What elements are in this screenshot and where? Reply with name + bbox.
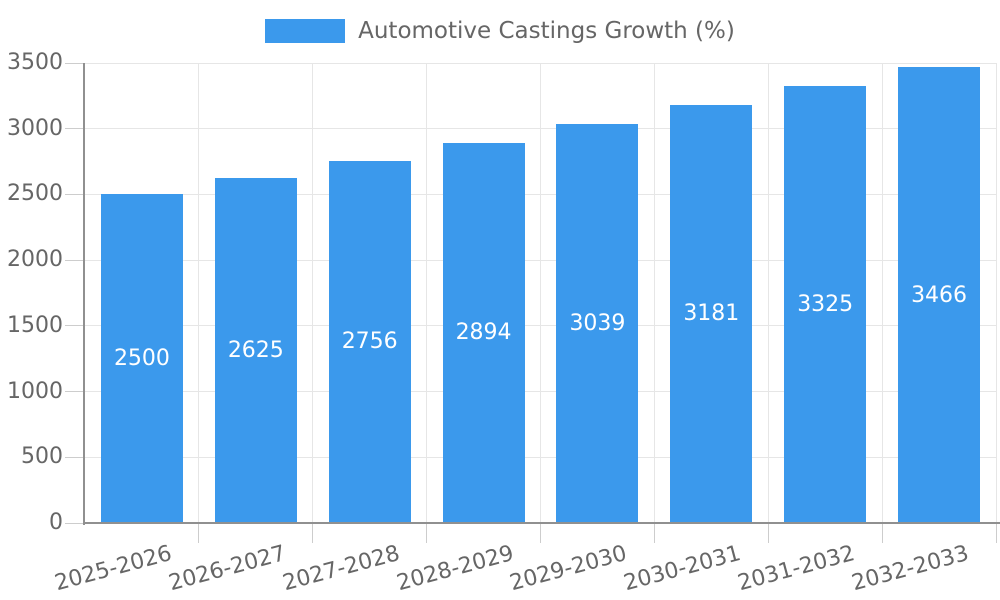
y-tick-label: 3500 — [7, 50, 63, 75]
bar[interactable]: 3039 — [556, 123, 639, 523]
bar-value-label: 3325 — [797, 292, 854, 317]
y-tick-mark — [65, 62, 85, 64]
x-tick-mark — [767, 523, 769, 543]
y-tick-label: 1000 — [7, 378, 63, 404]
bar[interactable]: 3325 — [784, 86, 867, 523]
y-tick-mark — [65, 325, 85, 327]
y-tick-mark — [65, 456, 85, 458]
legend[interactable]: Automotive Castings Growth (%) — [0, 17, 1000, 45]
y-tick-mark — [65, 193, 85, 195]
x-gridline — [312, 63, 314, 523]
bar-value-label: 2756 — [341, 329, 398, 355]
x-tick-mark — [426, 523, 428, 543]
bar-value-label: 3181 — [683, 301, 740, 327]
plot-area: 0 500 1000 1500 2000 2500 3000 3500 2025-2026 250… — [7, 50, 1000, 596]
x-gridline — [995, 63, 997, 523]
y-tick-label: 2500 — [7, 181, 63, 207]
bar[interactable]: 3181 — [670, 104, 753, 523]
legend-swatch — [265, 19, 346, 43]
x-tick-mark — [198, 523, 200, 543]
y-tick-mark — [65, 391, 85, 393]
y-tick-mark — [65, 522, 85, 524]
y-tick-mark — [65, 128, 85, 130]
y-tick-label: 0 — [49, 510, 63, 535]
bar[interactable]: 3466 — [898, 67, 981, 523]
bar-value-label: 2500 — [113, 346, 170, 372]
x-gridline — [653, 63, 655, 523]
y-tick-label: 1500 — [7, 312, 63, 338]
x-gridline — [426, 63, 428, 523]
bar[interactable]: 2894 — [442, 142, 525, 523]
x-axis-line — [83, 522, 1000, 524]
y-axis-line — [83, 63, 85, 525]
legend-label: Automotive Castings Growth (%) — [358, 18, 735, 44]
x-gridline — [767, 63, 769, 523]
bar[interactable]: 2625 — [214, 178, 297, 523]
x-tick-mark — [312, 523, 314, 543]
bar[interactable]: 2756 — [328, 160, 411, 523]
y-tick-label: 3000 — [7, 115, 63, 141]
bar-value-label: 2625 — [227, 338, 284, 363]
y-tick-label: 2000 — [7, 247, 63, 273]
x-gridline — [540, 63, 541, 523]
x-tick-mark — [653, 523, 655, 543]
bar[interactable]: 2500 — [100, 194, 183, 523]
x-gridline — [881, 63, 883, 523]
x-tick-mark — [540, 523, 541, 543]
bar-value-label: 3039 — [569, 310, 626, 336]
x-tick-mark — [995, 523, 997, 543]
y-tick-mark — [65, 259, 85, 261]
x-gridline — [198, 63, 200, 523]
bar-value-label: 2894 — [455, 320, 512, 346]
x-tick-mark — [881, 523, 883, 543]
bar-value-label: 3466 — [911, 282, 968, 308]
y-tick-label: 500 — [21, 444, 63, 470]
